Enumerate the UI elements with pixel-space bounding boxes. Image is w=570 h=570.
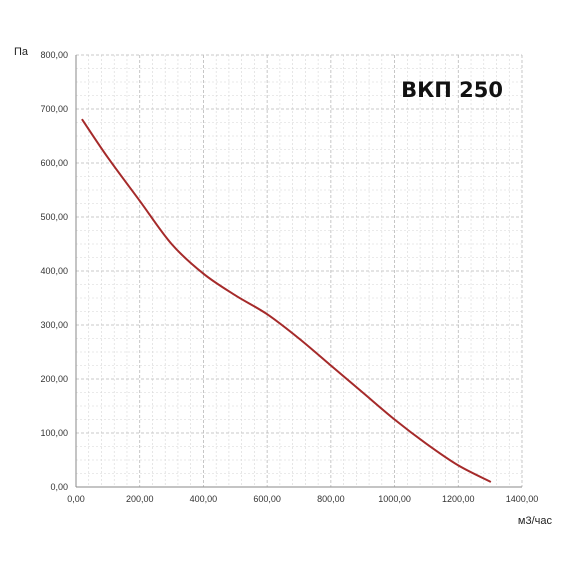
x-tick-label: 400,00 bbox=[190, 494, 218, 504]
y-tick-label: 100,00 bbox=[40, 428, 68, 438]
x-tick-label: 1400,00 bbox=[506, 494, 539, 504]
x-tick-label: 1000,00 bbox=[378, 494, 411, 504]
x-tick-label: 200,00 bbox=[126, 494, 154, 504]
chart-axes bbox=[75, 55, 522, 488]
y-tick-label: 300,00 bbox=[40, 320, 68, 330]
x-tick-label: 800,00 bbox=[317, 494, 345, 504]
chart-title: ВКП 250 bbox=[401, 78, 503, 102]
y-tick-label: 700,00 bbox=[40, 104, 68, 114]
y-tick-label: 200,00 bbox=[40, 374, 68, 384]
y-tick-label: 400,00 bbox=[40, 266, 68, 276]
y-axis-label: Па bbox=[14, 46, 29, 58]
tick-labels: 0,00 200,00 400,00 600,00 800,00 1000,00 1200,… bbox=[40, 50, 538, 504]
x-tick-label: 600,00 bbox=[253, 494, 281, 504]
y-tick-label: 800,00 bbox=[40, 50, 68, 60]
x-tick-label: 0,00 bbox=[67, 494, 85, 504]
x-tick-label: 1200,00 bbox=[442, 494, 475, 504]
y-tick-label: 0,00 bbox=[50, 482, 68, 492]
series-layer bbox=[81, 118, 492, 483]
series-line bbox=[81, 118, 492, 483]
x-axis-label: м3/час bbox=[518, 515, 553, 527]
chart-grid bbox=[75, 54, 523, 488]
y-tick-label: 500,00 bbox=[40, 212, 68, 222]
y-tick-label: 600,00 bbox=[40, 158, 68, 168]
